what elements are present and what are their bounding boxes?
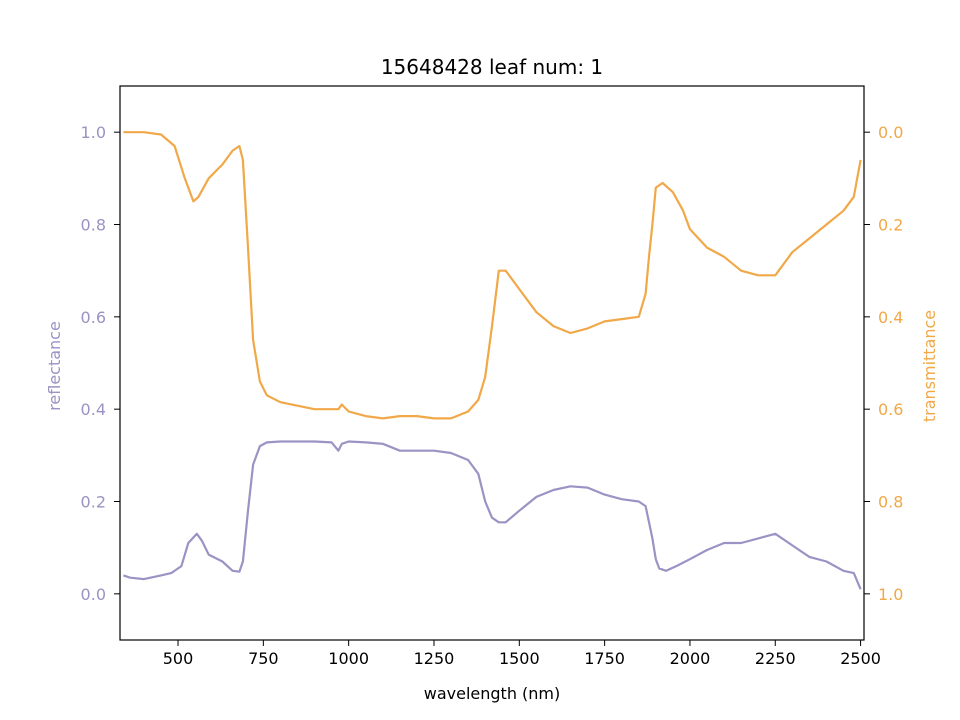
x-tick-label: 500 — [163, 649, 194, 668]
x-tick-label: 2500 — [840, 649, 881, 668]
right-tick-label: 0.2 — [878, 216, 903, 235]
x-tick-label: 1500 — [499, 649, 540, 668]
left-tick-label: 0.8 — [81, 216, 106, 235]
right-axis-label: transmittance — [920, 310, 939, 422]
left-axis-ticks: 0.0 0.2 0.4 0.6 0.8 1.0 — [81, 123, 120, 604]
right-tick-label: 0.6 — [878, 400, 903, 419]
plot-frame — [119, 85, 865, 641]
left-tick-label: 0.0 — [81, 585, 106, 604]
x-tick-label: 750 — [248, 649, 279, 668]
chart-title: 15648428 leaf num: 1 — [381, 55, 603, 79]
x-tick-label: 1250 — [414, 649, 455, 668]
left-tick-label: 0.4 — [81, 400, 106, 419]
left-tick-label: 0.2 — [81, 493, 106, 512]
left-tick-label: 0.6 — [81, 308, 106, 327]
series-line-reflectance — [123, 440, 862, 590]
right-tick-label: 0.0 — [878, 123, 903, 142]
x-tick-label: 1000 — [328, 649, 369, 668]
x-axis-ticks: 500 750 1000 1250 1500 1750 2000 2250 2500 — [163, 640, 881, 668]
x-axis-label: wavelength (nm) — [424, 684, 561, 703]
right-tick-label: 1.0 — [878, 585, 903, 604]
x-tick-label: 2000 — [670, 649, 711, 668]
right-tick-label: 0.8 — [878, 493, 903, 512]
x-tick-label: 2250 — [755, 649, 796, 668]
x-tick-label: 1750 — [584, 649, 625, 668]
right-tick-label: 0.4 — [878, 308, 903, 327]
left-axis-label: reflectance — [45, 321, 64, 411]
series-layer — [123, 131, 862, 590]
left-tick-label: 1.0 — [81, 123, 106, 142]
right-axis-ticks: 0.0 0.2 0.4 0.6 0.8 1.0 — [864, 123, 903, 604]
series-line-transmittance — [123, 131, 862, 420]
